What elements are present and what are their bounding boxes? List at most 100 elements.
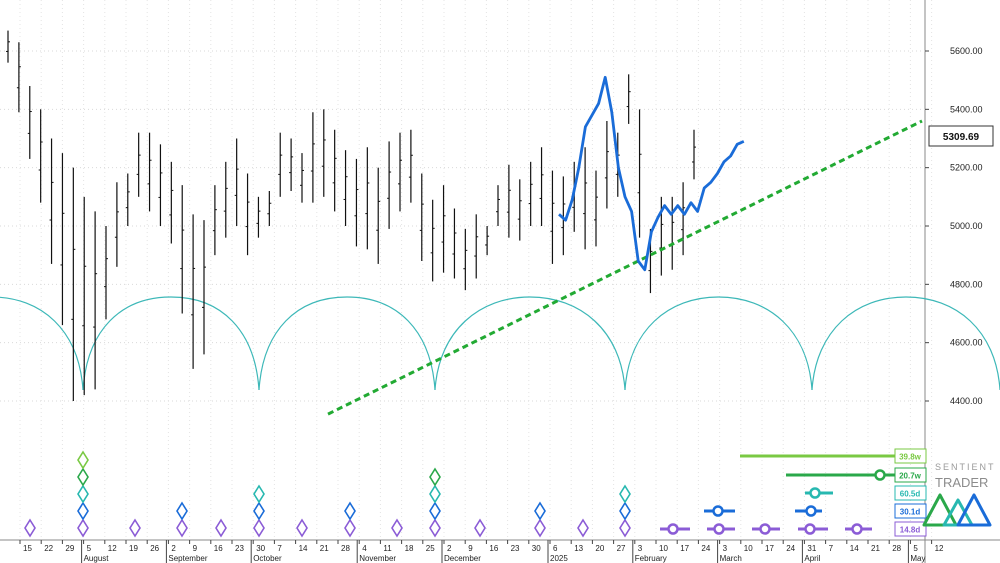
month-label: December	[444, 554, 481, 563]
cycle-diamond	[391, 518, 403, 538]
cycle-dot	[809, 487, 821, 499]
x-tick-label: 5	[913, 544, 918, 553]
cycle-diamond	[429, 467, 441, 487]
cycle-dot	[851, 523, 863, 535]
y-axis: 4400.00 4600.00 4800.00 5000.00 5200.00 5400.…	[925, 46, 983, 406]
x-tick-label: 23	[235, 544, 244, 553]
cycle-arcs	[0, 296, 1000, 391]
cycle-diamond	[176, 501, 188, 521]
x-tick-label: 29	[65, 544, 74, 553]
x-tick-label: 13	[574, 544, 583, 553]
current-price-label: 5309.69	[943, 132, 980, 143]
x-axis: 15 22 29 5 12 19 26 2 9 16 23 30 7 14 21 28 4 11 18 25 2 9 16 2…	[19, 540, 944, 563]
x-tick-label: 17	[680, 544, 689, 553]
x-tick-label: 7	[829, 544, 834, 553]
cycle-label-box	[894, 467, 927, 483]
x-tick-label: 23	[511, 544, 520, 553]
trendline	[327, 119, 923, 416]
x-tick-label: 2	[447, 544, 452, 553]
cycle-diamond	[429, 501, 441, 521]
projection-line	[558, 75, 745, 272]
month-label: September	[168, 554, 207, 563]
x-tick-label: 25	[426, 544, 435, 553]
cycle-arc	[434, 296, 626, 391]
x-tick-label: 9	[468, 544, 473, 553]
cycle-arc	[0, 296, 84, 391]
x-tick-label: 28	[892, 544, 901, 553]
cycle-arc	[82, 296, 260, 391]
y-tick-label: 4800.00	[950, 279, 983, 289]
x-tick-label: 12	[108, 544, 117, 553]
y-tick-label: 4600.00	[950, 338, 983, 348]
trendline-layer	[327, 119, 923, 416]
month-label: October	[253, 554, 282, 563]
cycle-diamond	[619, 484, 631, 504]
month-label: 2025	[550, 554, 568, 563]
cycle-diamond	[77, 518, 89, 538]
y-tick-label: 4400.00	[950, 396, 983, 406]
x-tick-label: 10	[659, 544, 668, 553]
cycle-diamond	[344, 518, 356, 538]
cycle-diamond	[253, 484, 265, 504]
x-tick-label: 12	[935, 544, 944, 553]
x-tick-label: 30	[256, 544, 265, 553]
logo-mark-triangle	[956, 493, 992, 527]
cycle-label-box	[894, 503, 927, 519]
cycle-dot	[874, 469, 886, 481]
x-tick-label: 27	[617, 544, 626, 553]
cycle-diamond	[429, 484, 441, 504]
cycle-label: 60.5d	[900, 490, 921, 499]
cycle-bars: 39.8w 20.7w 60.5d 30.1d 14.8d	[660, 448, 927, 537]
cycle-diamond	[619, 518, 631, 538]
x-tick-label: 11	[383, 544, 392, 553]
logo-line2: TRADER	[935, 475, 988, 490]
x-tick-label: 17	[765, 544, 774, 553]
price-bars	[6, 30, 696, 401]
cycle-diamond	[215, 518, 227, 538]
x-tick-label: 19	[129, 544, 138, 553]
cycle-diamond	[344, 501, 356, 521]
cycle-dot	[667, 523, 679, 535]
cycle-diamond	[77, 467, 89, 487]
x-tick-label: 16	[214, 544, 223, 553]
cycle-arc	[258, 296, 436, 391]
x-tick-label: 16	[489, 544, 498, 553]
x-tick-label: 21	[320, 544, 329, 553]
cycle-dot	[759, 523, 771, 535]
x-tick-label: 3	[723, 544, 728, 553]
cycle-diamond	[129, 518, 141, 538]
cycle-dot	[804, 523, 816, 535]
price-box-bg	[928, 125, 994, 147]
x-tick-label: 14	[850, 544, 859, 553]
x-tick-label: 20	[595, 544, 604, 553]
cycle-diamond	[253, 501, 265, 521]
cycle-dot	[713, 523, 725, 535]
cycle-label-box	[894, 448, 927, 464]
cycle-label: 39.8w	[899, 453, 922, 462]
cycle-diamond	[296, 518, 308, 538]
x-tick-label: 4	[362, 544, 367, 553]
x-tick-label: 24	[701, 544, 710, 553]
x-tick-label: 7	[277, 544, 282, 553]
x-tick-label: 9	[193, 544, 198, 553]
cycle-markers	[24, 450, 631, 538]
cycle-diamond	[176, 518, 188, 538]
projection-layer	[558, 75, 745, 272]
cycle-diamond	[77, 450, 89, 470]
x-tick-label: 5	[87, 544, 92, 553]
cycle-diamond	[429, 518, 441, 538]
x-tick-label: 30	[532, 544, 541, 553]
cycle-diamond	[253, 518, 265, 538]
x-tick-label: 3	[638, 544, 643, 553]
cycle-diamond	[534, 501, 546, 521]
cycle-diamond	[77, 501, 89, 521]
x-tick-label: 31	[807, 544, 816, 553]
month-label: March	[720, 554, 742, 563]
cycle-label-box	[894, 521, 927, 537]
cycle-dot	[805, 505, 817, 517]
cycle-dot	[712, 505, 724, 517]
x-tick-label: 15	[23, 544, 32, 553]
x-tick-label: 14	[299, 544, 308, 553]
logo-mark-triangle	[922, 493, 958, 527]
